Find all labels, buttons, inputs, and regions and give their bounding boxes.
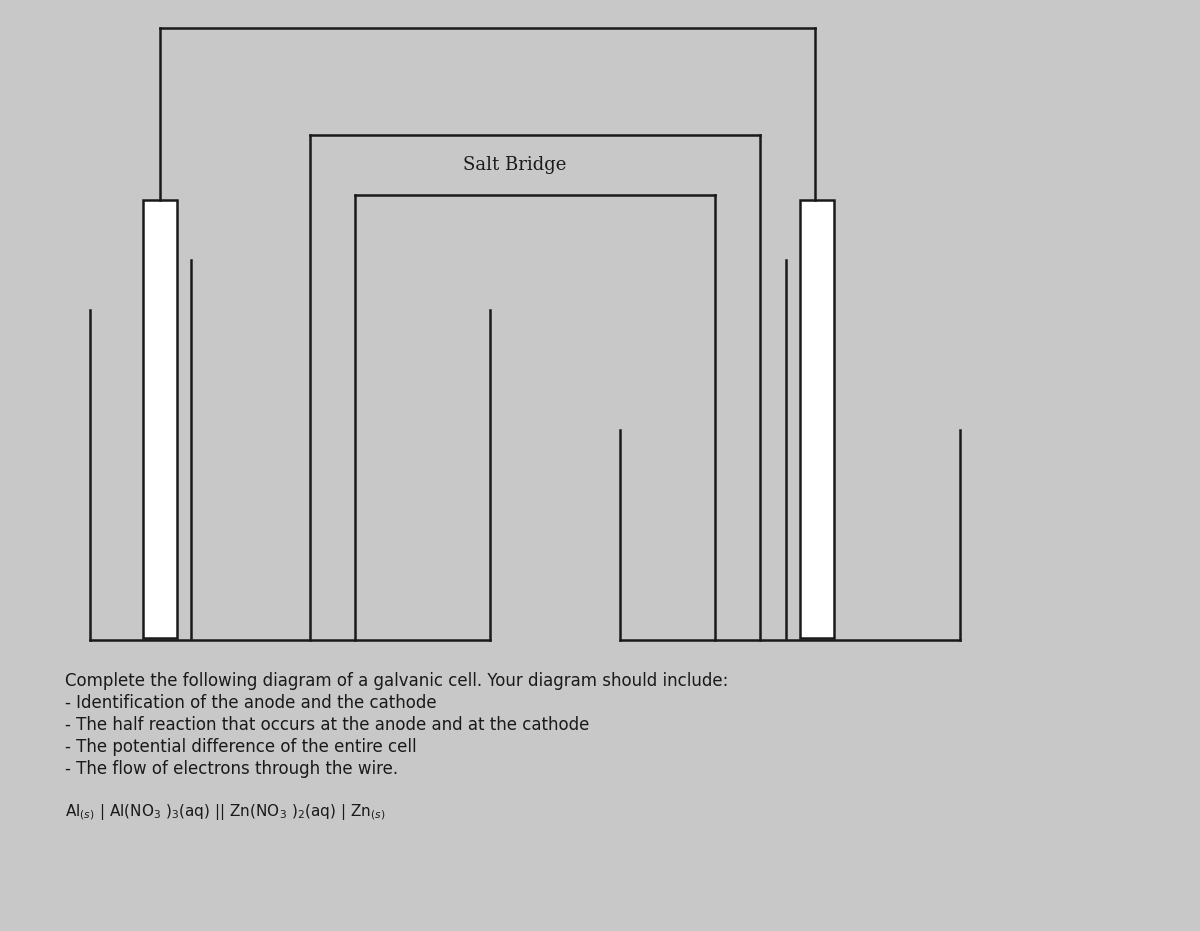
Text: Al$_{(s)}$ | Al(NO$_3$ )$_3$(aq) || Zn(NO$_3$ )$_2$(aq) | Zn$_{(s)}$: Al$_{(s)}$ | Al(NO$_3$ )$_3$(aq) || Zn(N… (65, 802, 385, 821)
Text: Complete the following diagram of a galvanic cell. Your diagram should include:: Complete the following diagram of a galv… (65, 672, 728, 690)
Text: - Identification of the anode and the cathode: - Identification of the anode and the ca… (65, 694, 437, 712)
Text: - The half reaction that occurs at the anode and at the cathode: - The half reaction that occurs at the a… (65, 716, 589, 734)
Text: Salt Bridge: Salt Bridge (463, 156, 566, 174)
Bar (800, 200, 834, 638)
Text: - The flow of electrons through the wire.: - The flow of electrons through the wire… (65, 760, 398, 778)
Text: - The potential difference of the entire cell: - The potential difference of the entire… (65, 738, 416, 756)
Bar (143, 200, 178, 638)
